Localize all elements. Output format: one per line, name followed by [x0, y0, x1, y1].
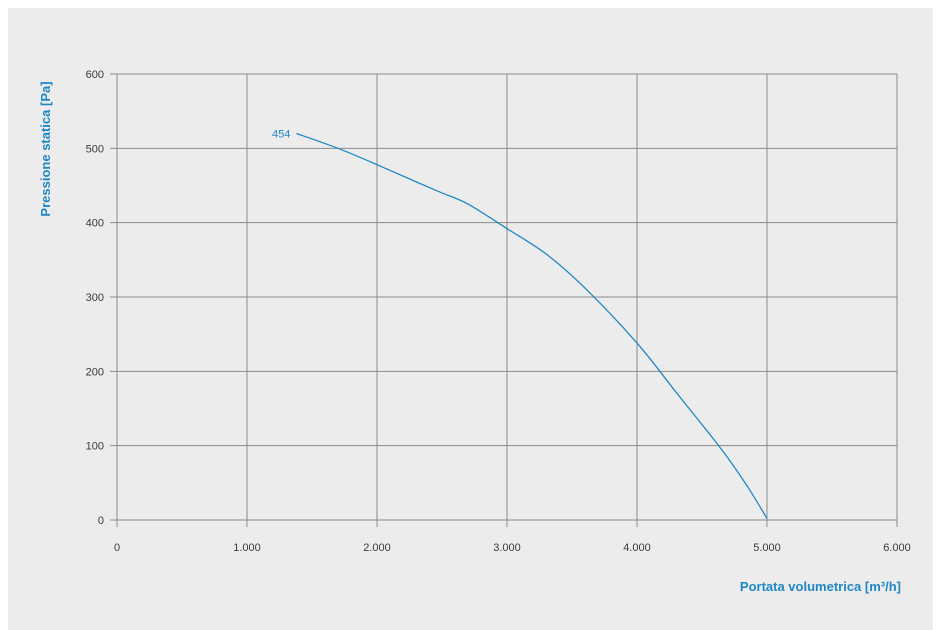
y-tick-label: 300 — [86, 292, 104, 304]
y-tick-label: 400 — [86, 218, 104, 230]
x-axis-ticks: 0 1.000 2.000 3.000 4.000 5.000 6.000 — [114, 542, 911, 554]
x-tick-label: 2.000 — [363, 542, 391, 554]
chart-panel: 0 1.000 2.000 3.000 4.000 5.000 6.000 0 100 200 3… — [8, 8, 933, 630]
x-tick-label: 0 — [114, 542, 120, 554]
x-axis-title: Portata volumetrica [m³/h] — [740, 579, 901, 594]
y-tick-label: 0 — [98, 515, 104, 527]
x-tick-label: 1.000 — [233, 542, 261, 554]
y-axis-ticks: 0 100 200 300 400 500 600 — [86, 69, 104, 527]
y-tick-label: 600 — [86, 69, 104, 81]
y-tick-label: 200 — [86, 366, 104, 378]
series-layer: 454 — [272, 128, 768, 519]
x-tick-label: 3.000 — [493, 542, 521, 554]
grid — [110, 73, 898, 527]
series-label: 454 — [272, 128, 290, 140]
y-axis-title: Pressione statica [Pa] — [38, 81, 53, 216]
line-chart: 0 1.000 2.000 3.000 4.000 5.000 6.000 0 100 200 3… — [38, 69, 911, 594]
y-tick-label: 500 — [86, 143, 104, 155]
x-tick-label: 5.000 — [753, 542, 781, 554]
series-line — [296, 132, 768, 519]
y-tick-label: 100 — [86, 441, 104, 453]
x-tick-label: 4.000 — [623, 542, 651, 554]
x-tick-label: 6.000 — [883, 542, 911, 554]
